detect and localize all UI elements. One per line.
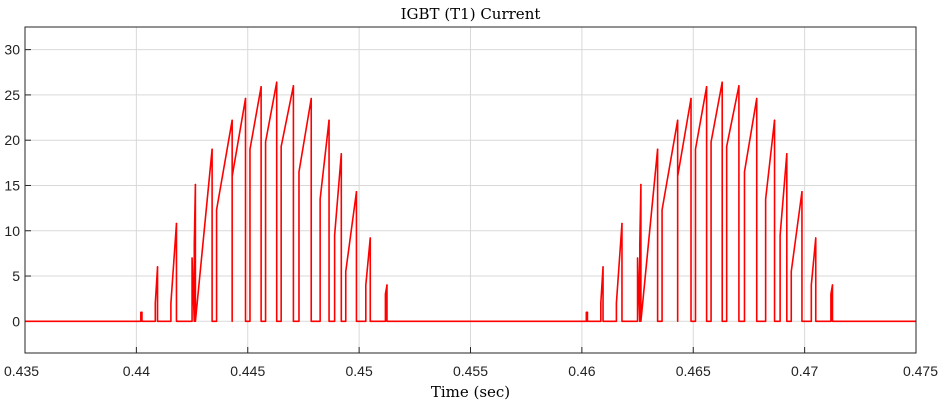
pulse-peak-point	[602, 266, 604, 268]
series-group	[25, 81, 916, 323]
y-tick-label: 0	[12, 313, 20, 329]
pulse-peak-point	[260, 85, 262, 88]
pulse-peak-point	[175, 222, 178, 225]
pulse-peak-point	[141, 311, 143, 314]
pulse-peak-point	[656, 148, 659, 151]
y-tick-labels: 0 5 10 15 20 25 30	[4, 42, 20, 330]
x-tick-label: 0.46	[568, 363, 595, 379]
x-tick-label: 0.445	[230, 363, 265, 379]
y-tick-label: 20	[4, 132, 20, 148]
pulse-peak-point	[156, 266, 159, 268]
x-tick-label: 0.435	[4, 363, 39, 379]
chart-title: IGBT (T1) Current	[401, 5, 541, 23]
pulse-peak-point	[676, 119, 679, 122]
pulse-peak-point	[292, 85, 295, 87]
x-tick-label: 0.44	[123, 363, 150, 379]
pulse-peak-point	[194, 183, 197, 186]
series-line-igbt-current	[25, 81, 916, 323]
pulse-peak-point	[328, 119, 330, 122]
pulse-peak-point	[773, 119, 776, 122]
pulse-peak-point	[814, 237, 817, 239]
pulse-peak-point	[340, 152, 343, 155]
pulse-peak-point	[310, 97, 313, 100]
pulse-peak-point	[369, 237, 372, 239]
pulse-peak-point	[801, 191, 803, 193]
pulse-peak-point	[211, 148, 213, 151]
x-tick-labels: 0.435 0.44 0.445 0.45 0.455 0.46 0.465 0.47 0.47…	[4, 363, 938, 379]
y-tick-label: 30	[4, 42, 20, 58]
pulse-peak-point	[738, 85, 740, 87]
y-tick-label: 5	[12, 268, 20, 284]
pulse-peak-point	[755, 97, 758, 100]
x-tick-label: 0.455	[453, 363, 488, 379]
y-tick-label: 15	[4, 177, 20, 193]
x-tick-label: 0.47	[791, 363, 818, 379]
pulse-peak-point	[586, 311, 589, 314]
x-tick-label: 0.465	[676, 363, 711, 379]
pulse-peak-point	[690, 97, 692, 100]
pulse-peak-point	[786, 152, 788, 155]
pulse-peak-point	[831, 284, 834, 286]
axes-box	[24, 26, 917, 354]
pulse-peak-point	[621, 222, 623, 225]
x-tick-label: 0.475	[903, 363, 938, 379]
pulse-peak-point	[244, 97, 247, 100]
pulse-peak-point	[231, 119, 233, 122]
y-tick-label: 10	[4, 223, 20, 239]
x-tick-label: 0.45	[346, 363, 373, 379]
pulse-peak-point	[355, 191, 358, 193]
x-axis-label: Time (sec)	[431, 383, 510, 401]
pulse-peak-point	[275, 81, 278, 84]
pulse-peak-point	[386, 284, 388, 286]
pulse-peak-point	[721, 81, 724, 84]
pulse-peak-point	[705, 85, 708, 88]
pulse-peak-point	[640, 183, 642, 186]
y-tick-label: 25	[4, 87, 20, 103]
